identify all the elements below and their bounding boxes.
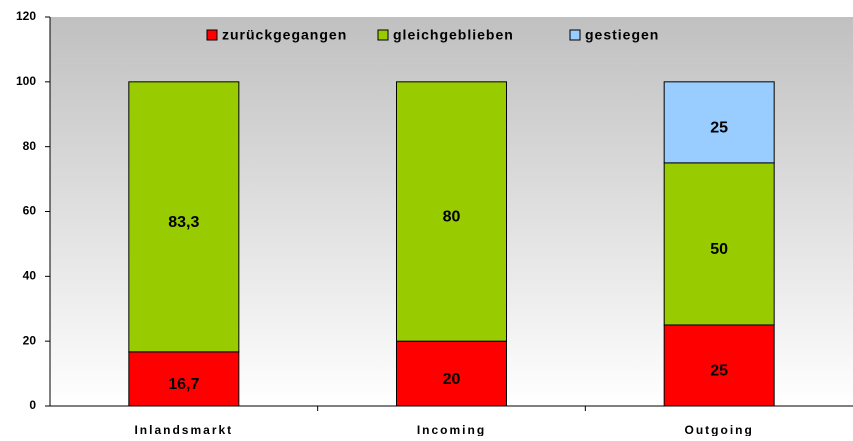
legend-swatch (377, 29, 389, 41)
data-label: 80 (443, 209, 461, 226)
y-tick-label: 0 (29, 398, 36, 412)
data-label: 16,7 (168, 376, 199, 393)
legend-label: gleichgeblieben (393, 27, 514, 43)
y-tick-label: 20 (23, 333, 37, 347)
bar-segment (663, 81, 775, 164)
legend-swatch (206, 29, 218, 41)
data-label: 20 (443, 371, 461, 388)
x-tick-label: Incoming (417, 423, 486, 436)
bar-segment (663, 162, 775, 326)
legend-swatch (569, 29, 581, 41)
data-label: 50 (710, 241, 728, 258)
bar-segment (663, 324, 775, 407)
bar-segment (396, 340, 507, 407)
legend-label: gestiegen (585, 27, 659, 43)
y-tick-label: 40 (23, 269, 37, 283)
bar-segment (396, 81, 507, 342)
x-tick-label: Inlandsmarkt (134, 423, 233, 436)
bar-segment (128, 81, 240, 353)
y-tick-label: 60 (23, 204, 37, 218)
y-tick-label: 120 (16, 9, 36, 23)
y-tick-label: 80 (23, 139, 37, 153)
y-tick-label: 100 (16, 74, 36, 88)
bar-segment (128, 351, 240, 407)
x-tick-label: Outgoing (685, 423, 754, 436)
legend-label: zurückgegangen (222, 27, 347, 43)
data-label: 25 (710, 363, 728, 380)
data-label: 25 (710, 120, 728, 137)
data-label: 83,3 (168, 214, 199, 231)
